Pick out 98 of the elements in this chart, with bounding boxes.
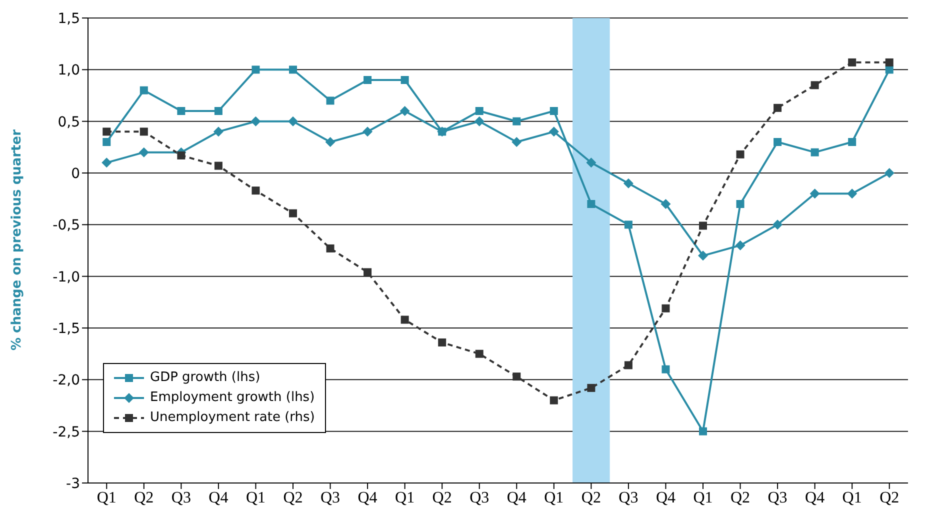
x-tick-label: Q1 <box>395 489 415 506</box>
x-tick-label: Q4 <box>805 489 825 506</box>
point <box>475 350 484 358</box>
y-tick-label: -2,5 <box>52 424 80 440</box>
point <box>474 116 484 126</box>
y-tick-label: 0,5 <box>58 114 80 130</box>
point <box>213 126 224 137</box>
x-tick-label: Q3 <box>470 489 490 506</box>
point <box>810 188 820 199</box>
point <box>623 178 634 188</box>
x-tick-label: Q1 <box>842 489 862 506</box>
y-axis-title: % change on previous quarter <box>10 128 25 350</box>
point <box>364 268 372 276</box>
point <box>774 138 782 146</box>
x-tick-label: Q2 <box>134 489 154 506</box>
x-tick-label: Q2 <box>581 489 601 506</box>
legend-label: Employment growth (lhs) <box>150 389 315 407</box>
point <box>326 244 334 252</box>
y-tick-label: 1,0 <box>58 62 80 79</box>
point <box>847 188 858 199</box>
x-tick-label: Q3 <box>768 489 788 506</box>
legend-label: GDP growth (lhs) <box>150 369 260 387</box>
x-tick-label: Q1 <box>96 489 116 506</box>
point <box>362 126 373 137</box>
point <box>250 116 261 126</box>
x-tick-label: Q2 <box>283 489 303 506</box>
x-tick-label: Q1 <box>693 489 713 506</box>
x-tick-label: Q3 <box>618 489 638 506</box>
y-tick-label: -0,5 <box>52 218 80 234</box>
point <box>289 209 297 218</box>
x-tick-label: Q3 <box>171 489 191 506</box>
point <box>326 96 334 105</box>
point <box>289 66 297 74</box>
point <box>102 158 112 168</box>
point <box>512 117 521 126</box>
point <box>550 396 558 404</box>
point <box>885 58 894 66</box>
x-tick-label: Q2 <box>432 489 452 506</box>
point <box>662 365 670 374</box>
x-tick-label: Q4 <box>656 489 676 506</box>
point <box>698 250 708 261</box>
point <box>848 138 856 146</box>
x-tick-label: Q1 <box>246 489 266 506</box>
point <box>699 222 707 230</box>
point <box>512 137 522 147</box>
y-tick-label: 1,5 <box>58 10 80 27</box>
point <box>364 76 372 84</box>
point <box>548 126 559 137</box>
point <box>252 66 260 74</box>
x-tick-label: Q3 <box>320 489 340 506</box>
point <box>177 151 186 160</box>
point <box>624 361 632 370</box>
point <box>772 220 783 230</box>
point <box>512 372 521 381</box>
point <box>325 137 336 147</box>
point <box>774 104 782 112</box>
point <box>400 106 410 116</box>
point <box>288 116 298 126</box>
point <box>736 200 744 208</box>
y-tick-label: -3 <box>66 476 80 492</box>
legend-label: Unemployment rate (rhs) <box>150 409 315 427</box>
y-tick-label: -1,0 <box>52 269 80 286</box>
point <box>214 162 222 170</box>
point <box>810 148 819 156</box>
point <box>400 76 409 84</box>
point <box>660 199 671 209</box>
point <box>177 107 186 115</box>
x-tick-label: Q2 <box>730 489 750 506</box>
point <box>252 186 260 195</box>
point <box>138 147 149 158</box>
y-tick-label: -2,0 <box>52 372 80 389</box>
point <box>735 240 746 250</box>
point <box>400 316 409 324</box>
x-tick-label: Q2 <box>880 489 900 506</box>
point <box>550 107 558 115</box>
point <box>587 200 596 208</box>
point <box>662 304 670 312</box>
point <box>102 138 111 146</box>
point <box>140 86 148 94</box>
x-tick-label: Q4 <box>506 489 526 506</box>
y-tick-label: -1,5 <box>52 320 80 337</box>
point <box>624 220 632 229</box>
point <box>699 427 707 436</box>
point <box>587 384 596 392</box>
x-tick-label: Q4 <box>208 489 228 506</box>
point <box>586 158 596 168</box>
point <box>810 81 819 90</box>
point <box>214 107 222 115</box>
x-tick-label: Q1 <box>544 489 564 506</box>
point <box>736 150 744 158</box>
point <box>140 128 148 136</box>
x-tick-label: Q4 <box>358 489 378 506</box>
point <box>848 58 856 66</box>
point <box>102 128 111 136</box>
y-tick-label: 0 <box>71 166 80 182</box>
point <box>438 338 446 346</box>
point <box>475 107 484 115</box>
point <box>884 168 894 178</box>
